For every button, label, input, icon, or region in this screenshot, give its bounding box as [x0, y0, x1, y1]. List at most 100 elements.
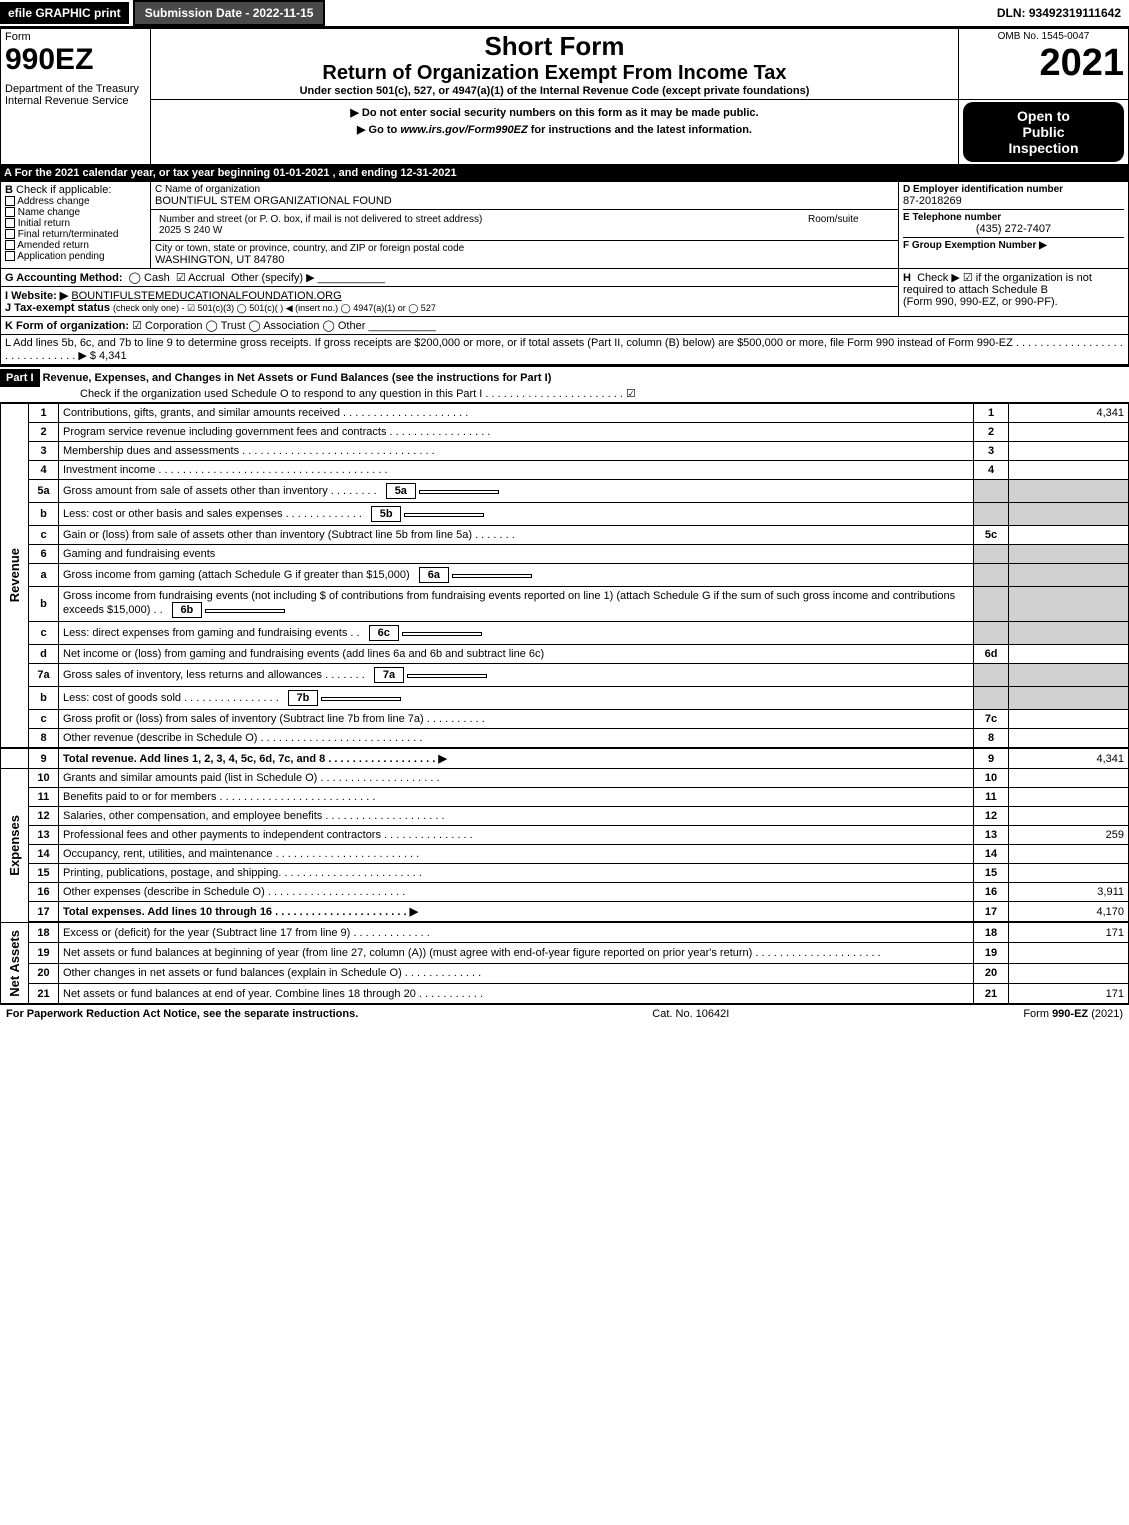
l6a-ashade	[1009, 564, 1129, 587]
l12-num: 12	[29, 807, 59, 826]
l7c-desc: Gross profit or (loss) from sales of inv…	[59, 710, 974, 729]
l4-rnum: 4	[974, 461, 1009, 480]
l7a-desc: Gross sales of inventory, less returns a…	[59, 664, 974, 687]
note-ssn: ▶ Do not enter social security numbers o…	[155, 106, 954, 119]
l14-amt	[1009, 845, 1129, 864]
website-value[interactable]: BOUNTIFULSTEMEDUCATIONALFOUNDATION.ORG	[71, 290, 341, 302]
l10-rnum: 10	[974, 769, 1009, 788]
part1-label: Part I	[0, 369, 40, 387]
revenue-side-label: Revenue	[1, 404, 29, 749]
l6-desc: Gaming and fundraising events	[59, 545, 974, 564]
g-cash[interactable]: Cash	[144, 272, 170, 284]
l5c-num: c	[29, 526, 59, 545]
l16-amt: 3,911	[1009, 883, 1129, 902]
l8-num: 8	[29, 729, 59, 749]
l21-desc: Net assets or fund balances at end of ye…	[59, 983, 974, 1003]
l1-num: 1	[29, 404, 59, 423]
l4-amt	[1009, 461, 1129, 480]
chk-name-change[interactable]: Name change	[5, 207, 146, 218]
l2-amt	[1009, 423, 1129, 442]
footer-row: For Paperwork Reduction Act Notice, see …	[0, 1004, 1129, 1023]
l11-desc: Benefits paid to or for members . . . . …	[59, 788, 974, 807]
l9-amt: 4,341	[1009, 748, 1129, 769]
title-return: Return of Organization Exempt From Incom…	[155, 62, 954, 85]
h-text2: (Form 990, 990-EZ, or 990-PF).	[903, 296, 1058, 308]
l5c-rnum: 5c	[974, 526, 1009, 545]
l21-rnum: 21	[974, 983, 1009, 1003]
ein-value: 87-2018269	[903, 195, 1124, 207]
l4-desc: Investment income . . . . . . . . . . . …	[59, 461, 974, 480]
street-cell: Number and street (or P. O. box, if mail…	[151, 210, 899, 241]
l5b-desc: Less: cost or other basis and sales expe…	[59, 503, 974, 526]
title-short-form: Short Form	[155, 31, 954, 62]
l6a-desc: Gross income from gaming (attach Schedul…	[59, 564, 974, 587]
l3-num: 3	[29, 442, 59, 461]
l21-amt: 171	[1009, 983, 1129, 1003]
l5c-desc: Gain or (loss) from sale of assets other…	[59, 526, 974, 545]
section-k-cell: K Form of organization: ☑ Corporation ◯ …	[1, 317, 1129, 335]
j-text: (check only one) - ☑ 501(c)(3) ◯ 501(c)(…	[113, 303, 436, 313]
l2-desc: Program service revenue including govern…	[59, 423, 974, 442]
efile-print-box[interactable]: efile GRAPHIC print	[0, 2, 129, 24]
letter-b: B	[5, 184, 13, 196]
l7c-amt	[1009, 710, 1129, 729]
l11-amt	[1009, 788, 1129, 807]
letter-h: H	[903, 272, 911, 284]
l14-num: 14	[29, 845, 59, 864]
chk-address-change[interactable]: Address change	[5, 196, 146, 207]
l12-amt	[1009, 807, 1129, 826]
l16-num: 16	[29, 883, 59, 902]
chk-initial-return[interactable]: Initial return	[5, 218, 146, 229]
l17-desc: Total expenses. Add lines 10 through 16 …	[59, 902, 974, 923]
l6b-ashade	[1009, 587, 1129, 622]
chk-application-pending[interactable]: Application pending	[5, 251, 146, 262]
l19-rnum: 19	[974, 943, 1009, 963]
form-number: 990EZ	[5, 43, 146, 77]
phone-value: (435) 272-7407	[903, 223, 1124, 235]
l7b-rshade	[974, 687, 1009, 710]
title-cell: Short Form Return of Organization Exempt…	[151, 29, 959, 100]
dln-label: DLN: 93492319111642	[989, 2, 1129, 24]
open-line3: Inspection	[969, 140, 1118, 156]
l16-desc: Other expenses (describe in Schedule O) …	[59, 883, 974, 902]
chk-amended-return[interactable]: Amended return	[5, 240, 146, 251]
section-l-cell: L Add lines 5b, 6c, and 7b to line 9 to …	[1, 335, 1129, 365]
l5a-desc: Gross amount from sale of assets other t…	[59, 480, 974, 503]
city-cell: City or town, state or province, country…	[151, 241, 899, 269]
l6a-num: a	[29, 564, 59, 587]
l7c-num: c	[29, 710, 59, 729]
form-word: Form	[5, 31, 146, 43]
irs-label: Internal Revenue Service	[5, 95, 146, 107]
check-if-applicable: Check if applicable:	[16, 184, 111, 196]
irs-link[interactable]: www.irs.gov/Form990EZ	[400, 124, 527, 136]
l20-amt	[1009, 963, 1129, 983]
l20-desc: Other changes in net assets or fund bala…	[59, 963, 974, 983]
l3-rnum: 3	[974, 442, 1009, 461]
city-value: WASHINGTON, UT 84780	[155, 254, 894, 266]
l18-rnum: 18	[974, 922, 1009, 943]
l5b-num: b	[29, 503, 59, 526]
l9-desc: Total revenue. Add lines 1, 2, 3, 4, 5c,…	[59, 748, 974, 769]
l7a-rshade	[974, 664, 1009, 687]
g-accrual[interactable]: Accrual	[188, 272, 225, 284]
org-name-cell: C Name of organization BOUNTIFUL STEM OR…	[151, 182, 899, 210]
l19-num: 19	[29, 943, 59, 963]
l6d-desc: Net income or (loss) from gaming and fun…	[59, 645, 974, 664]
part1-check: Check if the organization used Schedule …	[80, 388, 636, 400]
l19-amt	[1009, 943, 1129, 963]
form-id-cell: Form 990EZ Department of the Treasury In…	[1, 29, 151, 165]
l6c-num: c	[29, 622, 59, 645]
chk-final-return[interactable]: Final return/terminated	[5, 229, 146, 240]
label-room: Room/suite	[808, 214, 890, 225]
l5c-amt	[1009, 526, 1129, 545]
l20-rnum: 20	[974, 963, 1009, 983]
l10-num: 10	[29, 769, 59, 788]
letter-j: J Tax-exempt status	[5, 302, 110, 314]
dept-label: Department of the Treasury	[5, 83, 146, 95]
l6-num: 6	[29, 545, 59, 564]
footer-cat: Cat. No. 10642I	[652, 1008, 729, 1020]
omb-number: OMB No. 1545-0047	[963, 31, 1124, 42]
l8-desc: Other revenue (describe in Schedule O) .…	[59, 729, 974, 749]
g-other[interactable]: Other (specify) ▶	[231, 272, 315, 284]
l11-rnum: 11	[974, 788, 1009, 807]
